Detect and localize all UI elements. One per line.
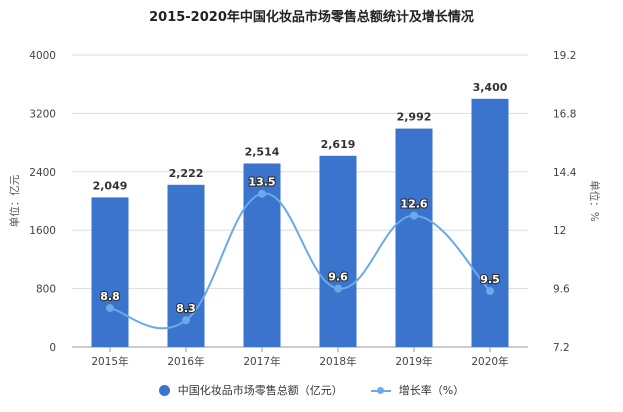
legend-line-marker-icon — [370, 385, 391, 396]
legend-item-sales[interactable]: 中国化妆品市场零售总额（亿元） — [158, 382, 343, 398]
line-value-label: 13.5 — [248, 176, 275, 189]
bar-value-label: 2,992 — [397, 111, 432, 124]
y-tick-label: 3200 — [29, 108, 56, 120]
growth-line — [109, 192, 491, 330]
bar-value-label: 2,514 — [245, 145, 280, 158]
line-value-label: 8.8 — [100, 290, 120, 303]
y-axis-label: 单位：亿元 — [8, 174, 21, 227]
y2-tick-label: 14.4 — [553, 167, 577, 179]
line-point[interactable] — [258, 189, 266, 198]
bar[interactable] — [91, 197, 129, 347]
line-point[interactable] — [486, 287, 494, 296]
legend: 中国化妆品市场零售总额（亿元） 增长率（%） — [0, 382, 623, 398]
y2-tick-label: 12 — [553, 225, 566, 237]
line-point[interactable] — [182, 316, 190, 325]
x-tick-label: 2015年 — [91, 355, 128, 368]
y-tick-label: 0 — [49, 342, 56, 354]
bar-value-label: 3,400 — [473, 81, 508, 94]
y2-tick-label: 19.2 — [553, 50, 576, 62]
y2-tick-label: 16.8 — [553, 108, 576, 120]
legend-label-growth: 增长率（%） — [398, 384, 465, 397]
x-tick-label: 2017年 — [243, 355, 280, 368]
line-value-label: 9.5 — [480, 273, 500, 286]
line-point[interactable] — [410, 211, 418, 220]
line-point[interactable] — [106, 304, 114, 313]
legend-bar-marker-icon — [158, 384, 170, 396]
y2-tick-label: 7.2 — [553, 342, 570, 354]
chart-title: 2015-2020年中国化妆品市场零售总额统计及增长情况 — [149, 10, 474, 25]
bar-value-label: 2,049 — [93, 179, 128, 192]
line-point[interactable] — [334, 284, 342, 293]
x-tick-label: 2019年 — [395, 355, 432, 368]
line-value-label: 12.6 — [400, 198, 427, 211]
y-tick-label: 4000 — [29, 50, 56, 62]
bar-value-label: 2,222 — [169, 167, 204, 180]
x-tick-label: 2020年 — [471, 355, 508, 368]
y-tick-label: 1600 — [29, 225, 56, 237]
bar[interactable] — [319, 155, 357, 347]
line-value-label: 8.3 — [176, 302, 196, 315]
legend-item-growth[interactable]: 增长率（%） — [370, 382, 465, 398]
y2-tick-label: 9.6 — [553, 284, 570, 296]
bar[interactable] — [471, 98, 509, 347]
line-value-label: 9.6 — [328, 271, 348, 284]
legend-label-sales: 中国化妆品市场零售总额（亿元） — [177, 384, 343, 397]
y2-axis-label: 单位：% — [588, 180, 601, 221]
y-tick-label: 800 — [36, 284, 56, 296]
x-tick-label: 2018年 — [319, 355, 356, 368]
bar[interactable] — [395, 128, 433, 347]
x-tick-label: 2016年 — [167, 355, 204, 368]
bar-value-label: 2,619 — [321, 138, 356, 151]
y-tick-label: 2400 — [29, 167, 56, 179]
chart-area: 0 800 1600 2400 3200 4000 7.2 9.6 12 14.4 16.8 19.2… — [8, 50, 601, 368]
